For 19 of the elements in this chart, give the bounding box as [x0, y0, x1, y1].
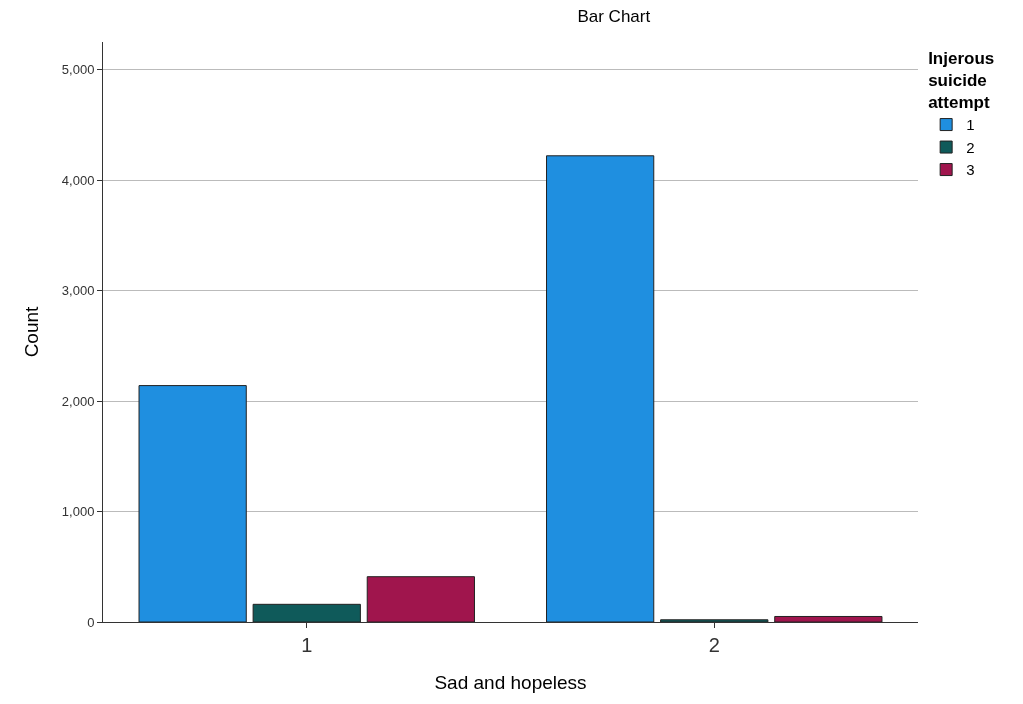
y-tick-label: 1,000 — [61, 504, 95, 520]
legend-label: 3 — [966, 161, 975, 179]
legend-label: 1 — [966, 116, 975, 134]
y-tick-label: 2,000 — [61, 393, 95, 409]
bar — [774, 615, 883, 622]
bar — [660, 619, 769, 622]
legend-title: Injerous suicide attempt — [928, 49, 995, 113]
y-tick-label: 4,000 — [61, 172, 95, 188]
y-axis-title: Count — [20, 305, 42, 358]
bar — [252, 603, 361, 622]
y-tick-label: 0 — [87, 614, 95, 630]
bar — [546, 155, 655, 622]
bar — [366, 576, 475, 622]
y-tick-label: 3,000 — [61, 283, 95, 299]
y-tick-label: 5,000 — [61, 62, 95, 78]
chart-title: Bar Chart — [577, 7, 651, 27]
bar — [138, 385, 247, 622]
x-axis-title: Sad and hopeless — [434, 671, 587, 693]
legend-label: 2 — [966, 138, 975, 156]
